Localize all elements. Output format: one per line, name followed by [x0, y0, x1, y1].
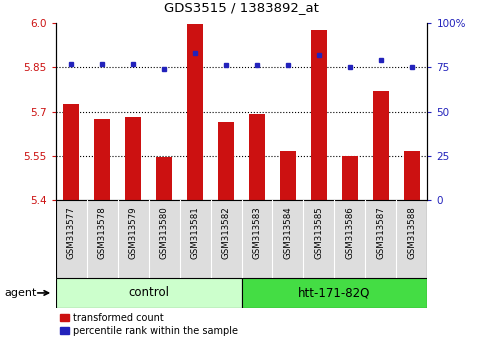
Text: agent: agent [5, 288, 37, 298]
Bar [63, 104, 79, 200]
Bar [218, 122, 234, 200]
Text: GDS3515 / 1383892_at: GDS3515 / 1383892_at [164, 1, 319, 14]
Text: GSM313581: GSM313581 [190, 206, 199, 259]
Legend: transformed count, percentile rank within the sample: transformed count, percentile rank withi… [60, 313, 238, 336]
Bar [125, 118, 141, 200]
Text: GSM313588: GSM313588 [408, 206, 416, 259]
Text: htt-171-82Q: htt-171-82Q [298, 286, 370, 299]
Bar [94, 119, 110, 200]
Bar [187, 24, 203, 200]
Text: GSM313578: GSM313578 [98, 206, 107, 259]
Text: control: control [128, 286, 169, 299]
Bar [404, 151, 420, 200]
Bar [311, 30, 327, 200]
Bar [242, 278, 427, 308]
Text: GSM313587: GSM313587 [376, 206, 385, 259]
Text: GSM313586: GSM313586 [345, 206, 355, 259]
Bar [249, 114, 265, 200]
Bar [156, 157, 172, 200]
Bar [56, 278, 242, 308]
Text: GSM313584: GSM313584 [284, 206, 293, 259]
Bar [280, 151, 296, 200]
Text: GSM313577: GSM313577 [67, 206, 75, 259]
Text: GSM313582: GSM313582 [222, 206, 230, 259]
Text: GSM313580: GSM313580 [159, 206, 169, 259]
Bar [373, 91, 389, 200]
Text: GSM313579: GSM313579 [128, 206, 138, 259]
Text: GSM313585: GSM313585 [314, 206, 324, 259]
Bar [342, 156, 358, 200]
Text: GSM313583: GSM313583 [253, 206, 261, 259]
